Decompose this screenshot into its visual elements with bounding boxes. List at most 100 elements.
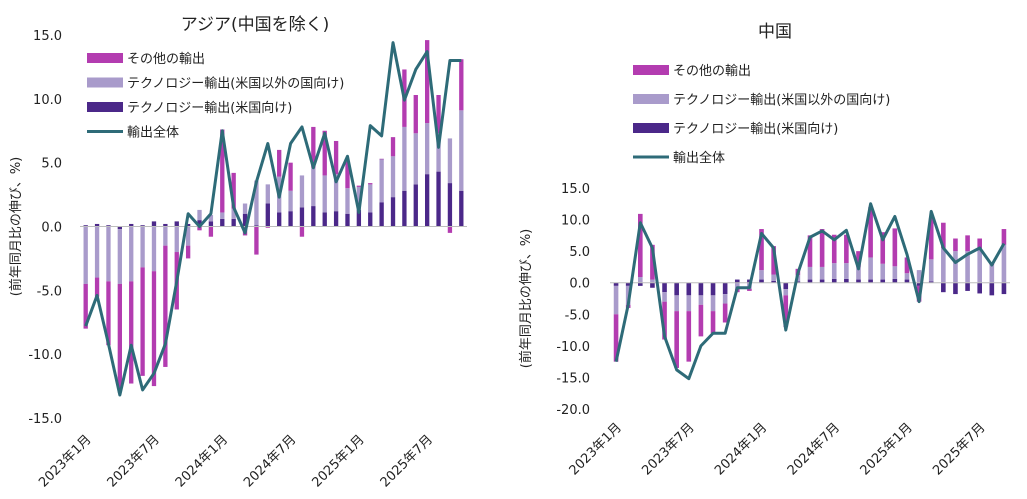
y-tick-label: -10.0 xyxy=(28,348,62,363)
bar-segment xyxy=(650,282,655,288)
bar-segment xyxy=(856,251,861,267)
bar-segment xyxy=(117,283,123,393)
bar-segment xyxy=(892,228,898,267)
bar-segment xyxy=(208,221,214,227)
legend-swatch xyxy=(87,102,123,112)
bar-segment xyxy=(436,171,441,227)
bar-segment xyxy=(390,156,396,198)
legend-label: その他の輸出 xyxy=(127,52,205,67)
bar-segment xyxy=(783,295,789,327)
bar-segment xyxy=(819,229,825,267)
bar-segment xyxy=(288,190,293,212)
bar-segment xyxy=(106,281,111,346)
bar-segment xyxy=(368,183,373,185)
bar-segment xyxy=(390,137,396,157)
y-tick-label: 5.0 xyxy=(41,157,62,172)
bar-segment xyxy=(953,251,958,283)
legend-label: テクノロジー輸出(米国向け) xyxy=(673,121,838,137)
y-tick-label: 0.0 xyxy=(569,277,590,292)
bar-segment xyxy=(322,130,327,176)
bar-segment xyxy=(674,295,679,312)
bar-segment xyxy=(662,292,667,302)
series-line-total-exports xyxy=(614,202,1006,381)
bar-segment xyxy=(345,188,350,214)
bar-segment xyxy=(807,235,813,267)
y-tick-label: -15.0 xyxy=(556,371,590,386)
bar-segment xyxy=(759,270,764,280)
x-tick-label: 2025年1月 xyxy=(858,420,916,478)
bar-segment xyxy=(368,212,373,227)
bar-segment xyxy=(140,226,145,268)
bar-segment xyxy=(722,282,728,295)
bar-segment xyxy=(613,285,619,315)
bar-segment xyxy=(163,245,168,367)
bar-segment xyxy=(83,283,88,329)
bar-segment xyxy=(379,202,384,227)
bar-segment xyxy=(254,225,259,227)
bar-segment xyxy=(197,226,202,231)
bar-segment xyxy=(722,303,728,323)
bar-segment xyxy=(795,281,801,283)
y-tick-label: 15.0 xyxy=(33,29,62,44)
bar-segment xyxy=(83,225,88,227)
bar-segment xyxy=(807,279,813,283)
y-tick-label: -5.0 xyxy=(37,284,62,299)
y-tick-label: -10.0 xyxy=(556,340,590,355)
bar-segment xyxy=(94,223,100,227)
bar-segment xyxy=(674,282,679,296)
bar-segment xyxy=(356,186,362,210)
bar-segment xyxy=(941,247,946,283)
x-tick-label: 2023年7月 xyxy=(105,432,163,490)
bar-segment xyxy=(928,259,934,282)
bar-segment xyxy=(151,226,157,272)
bar-segment xyxy=(831,278,837,283)
bar-segment xyxy=(904,257,910,274)
bar-segment xyxy=(759,279,764,283)
bar-segment xyxy=(129,223,134,227)
x-tick-label: 2025年7月 xyxy=(930,420,988,478)
bar-segment xyxy=(242,203,248,214)
bar-segment xyxy=(868,206,873,258)
legend-label: 輸出全体 xyxy=(673,150,725,166)
bar-segment xyxy=(844,263,849,279)
bar-segment xyxy=(345,213,350,227)
bar-segment xyxy=(436,95,441,134)
bar-segment xyxy=(299,207,305,227)
x-tick-label: 2024年7月 xyxy=(241,432,299,490)
x-tick-label: 2024年7月 xyxy=(785,420,843,478)
bar-segment xyxy=(989,282,995,296)
bar-segment xyxy=(311,206,316,227)
bar-segment xyxy=(977,238,982,248)
bar-segment xyxy=(129,226,134,282)
bar-segment xyxy=(747,289,752,291)
bar-segment xyxy=(288,162,293,191)
bar-segment xyxy=(868,279,873,283)
bar-segment xyxy=(892,266,898,279)
bar-segment xyxy=(722,294,728,304)
legend-label: テクノロジー輸出(米国向け) xyxy=(127,100,292,116)
bar-segment xyxy=(916,282,922,286)
bar-segment xyxy=(174,221,179,227)
bar-segment xyxy=(163,223,168,227)
bar-segment xyxy=(356,185,362,187)
bar-segment xyxy=(844,234,849,264)
bar-segment xyxy=(650,244,655,280)
bar-segment xyxy=(698,295,704,305)
bar-segment xyxy=(965,235,970,252)
bar-segment xyxy=(424,174,430,227)
bar-segment xyxy=(322,175,327,213)
bar-segment xyxy=(638,213,643,278)
y-tick-label: -15.0 xyxy=(28,412,62,427)
bar-segment xyxy=(402,126,407,191)
bar-segment xyxy=(265,226,270,228)
bar-segment xyxy=(965,282,970,291)
legend-label: テクノロジー輸出(米国以外の国向け) xyxy=(127,76,344,92)
bar-segment xyxy=(254,226,259,255)
legend-swatch xyxy=(87,77,123,88)
bar-segment xyxy=(807,266,813,280)
bar-segment xyxy=(989,265,995,283)
bar-segment xyxy=(265,184,270,204)
bar-segment xyxy=(368,184,373,213)
